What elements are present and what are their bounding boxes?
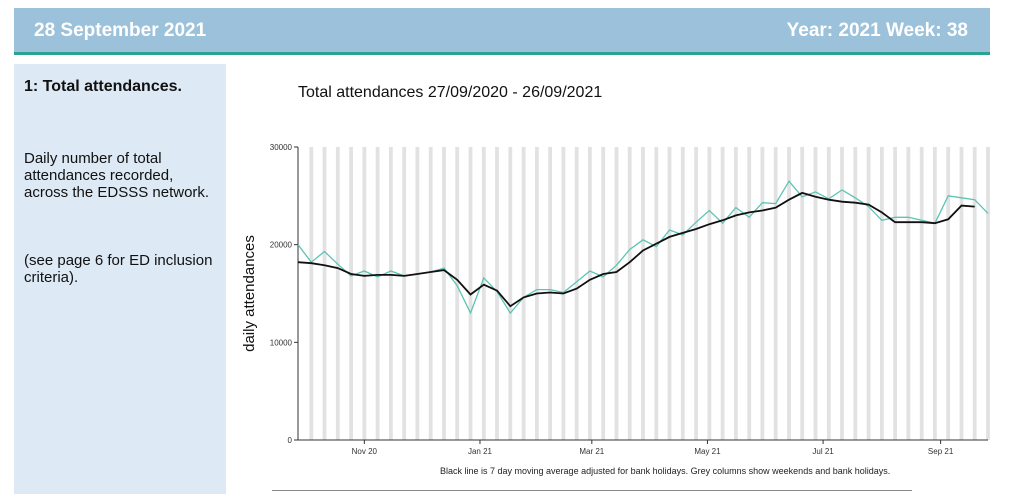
weekend-column	[747, 147, 752, 440]
x-tick-label: Jul 21	[812, 447, 834, 456]
weekend-column	[309, 147, 314, 440]
weekend-column	[680, 147, 685, 440]
weekend-column	[654, 147, 659, 440]
weekend-column	[521, 147, 526, 440]
weekend-column	[906, 147, 911, 440]
weekend-column	[880, 147, 884, 440]
weekend-column	[826, 147, 831, 440]
y-tick-label: 20000	[270, 241, 293, 250]
weekend-column	[933, 147, 937, 440]
weekend-column	[627, 147, 632, 440]
moving-average-line	[297, 191, 975, 308]
x-tick-label: May 21	[694, 447, 721, 456]
report-header: 28 September 2021 Year: 2021 Week: 38	[14, 8, 990, 55]
weekend-column	[362, 147, 367, 440]
weekend-column	[428, 147, 433, 440]
y-tick-label: 10000	[270, 338, 293, 347]
chart-title: Total attendances 27/09/2020 - 26/09/202…	[298, 84, 603, 101]
weekend-column	[760, 147, 765, 440]
weekend-column	[495, 147, 499, 440]
chart-caption: Black line is 7 day moving average adjus…	[440, 466, 891, 476]
y-axis-label: daily attendances	[241, 235, 258, 352]
weekend-column	[481, 147, 486, 440]
weekend-column	[813, 147, 818, 440]
weekend-column	[787, 147, 791, 440]
x-tick-label: Mar 21	[579, 447, 604, 456]
weekend-column	[614, 147, 619, 440]
weekend-column	[667, 147, 672, 440]
weekend-column	[959, 147, 964, 440]
weekend-column	[508, 147, 513, 440]
weekend-column	[919, 147, 924, 440]
weekend-column	[335, 147, 340, 440]
weekend-column	[972, 147, 977, 440]
footer-divider	[272, 490, 912, 491]
x-tick-label: Jan 21	[468, 447, 493, 456]
weekend-column	[375, 147, 380, 440]
weekend-column	[893, 147, 897, 440]
weekend-column	[442, 147, 446, 440]
weekend-column	[402, 147, 407, 440]
inclusion-criteria-note: (see page 6 for ED inclusion criteria).	[24, 252, 213, 286]
weekend-column	[840, 147, 844, 440]
y-tick-label: 0	[288, 436, 293, 445]
weekend-column	[389, 147, 393, 440]
weekend-column	[455, 147, 460, 440]
weekend-column	[853, 147, 858, 440]
y-tick-label: 30000	[270, 143, 293, 152]
attendances-chart: 0 10000 20000 30000 Nov 20 Jan 21 Mar 21 May 21…	[241, 143, 990, 456]
weekend-column	[720, 147, 725, 440]
x-tick-label: Sep 21	[928, 447, 954, 456]
section-description: Daily number of total attendances record…	[24, 150, 210, 201]
weekend-column	[946, 147, 951, 440]
weekend-column	[322, 147, 327, 440]
weekend-column	[574, 147, 579, 440]
report-year-week: Year: 2021 Week: 38	[786, 20, 968, 41]
weekend-column	[986, 147, 990, 440]
weekend-column	[349, 147, 353, 440]
weekend-column	[601, 147, 606, 440]
weekend-column	[415, 147, 420, 440]
description-panel: 1: Total attendances. Daily number of to…	[14, 64, 226, 494]
weekend-column	[641, 147, 645, 440]
weekend-column	[773, 147, 778, 440]
weekend-column	[588, 147, 592, 440]
x-tick-label: Nov 20	[352, 447, 378, 456]
weekend-column	[866, 147, 871, 440]
weekend-column	[734, 147, 738, 440]
report-date: 28 September 2021	[34, 20, 207, 41]
weekend-column	[707, 147, 712, 440]
weekend-column	[548, 147, 552, 440]
weekend-column	[800, 147, 805, 440]
section-title: 1: Total attendances.	[24, 78, 182, 95]
weekend-column	[694, 147, 698, 440]
